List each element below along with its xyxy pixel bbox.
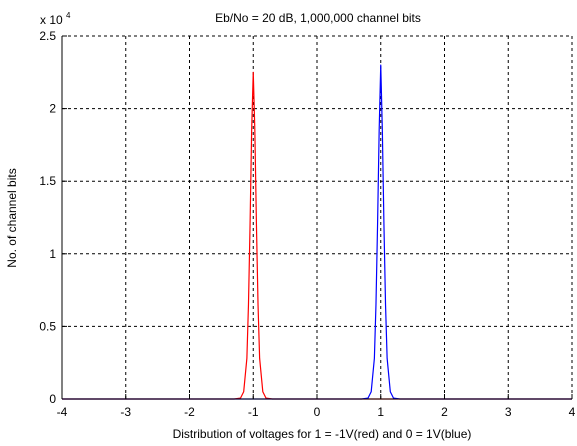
x-tick-label: -2: [184, 405, 195, 419]
y-tick-label: 2: [49, 102, 56, 116]
y-tick-labels: 0 0.5 1 1.5 2 2.5: [39, 29, 56, 406]
x-tick-label: 4: [569, 405, 576, 419]
x-tick-label: 3: [505, 405, 512, 419]
x-tick-label: 1: [377, 405, 384, 419]
x-tick-label: -3: [120, 405, 131, 419]
tick-marks: [61, 35, 573, 400]
x-tick-label: 2: [441, 405, 448, 419]
y-scale-exponent-power: 4: [66, 11, 71, 20]
chart-title: Eb/No = 20 dB, 1,000,000 channel bits: [215, 11, 421, 25]
y-scale-exponent: x 10 4: [40, 11, 71, 27]
x-axis-label: Distribution of voltages for 1 = -1V(red…: [173, 427, 472, 441]
y-tick-label: 1: [49, 247, 56, 261]
x-tick-label: 0: [314, 405, 321, 419]
x-tick-labels: -4 -3 -2 -1 0 1 2 3 4: [57, 405, 576, 419]
grid-lines: [62, 35, 573, 399]
x-tick-label: -1: [248, 405, 259, 419]
y-tick-label: 0: [49, 392, 56, 406]
x-tick-label: -4: [57, 405, 68, 419]
series-line-1: [62, 71, 572, 400]
y-scale-exponent-base: x 10: [40, 13, 63, 27]
series-line-2: [62, 64, 572, 400]
y-tick-label: 0.5: [39, 319, 56, 333]
y-tick-label: 2.5: [39, 29, 56, 43]
series-lines: [62, 64, 572, 400]
y-axis-label: No. of channel bits: [5, 168, 19, 267]
y-tick-label: 1.5: [39, 174, 56, 188]
